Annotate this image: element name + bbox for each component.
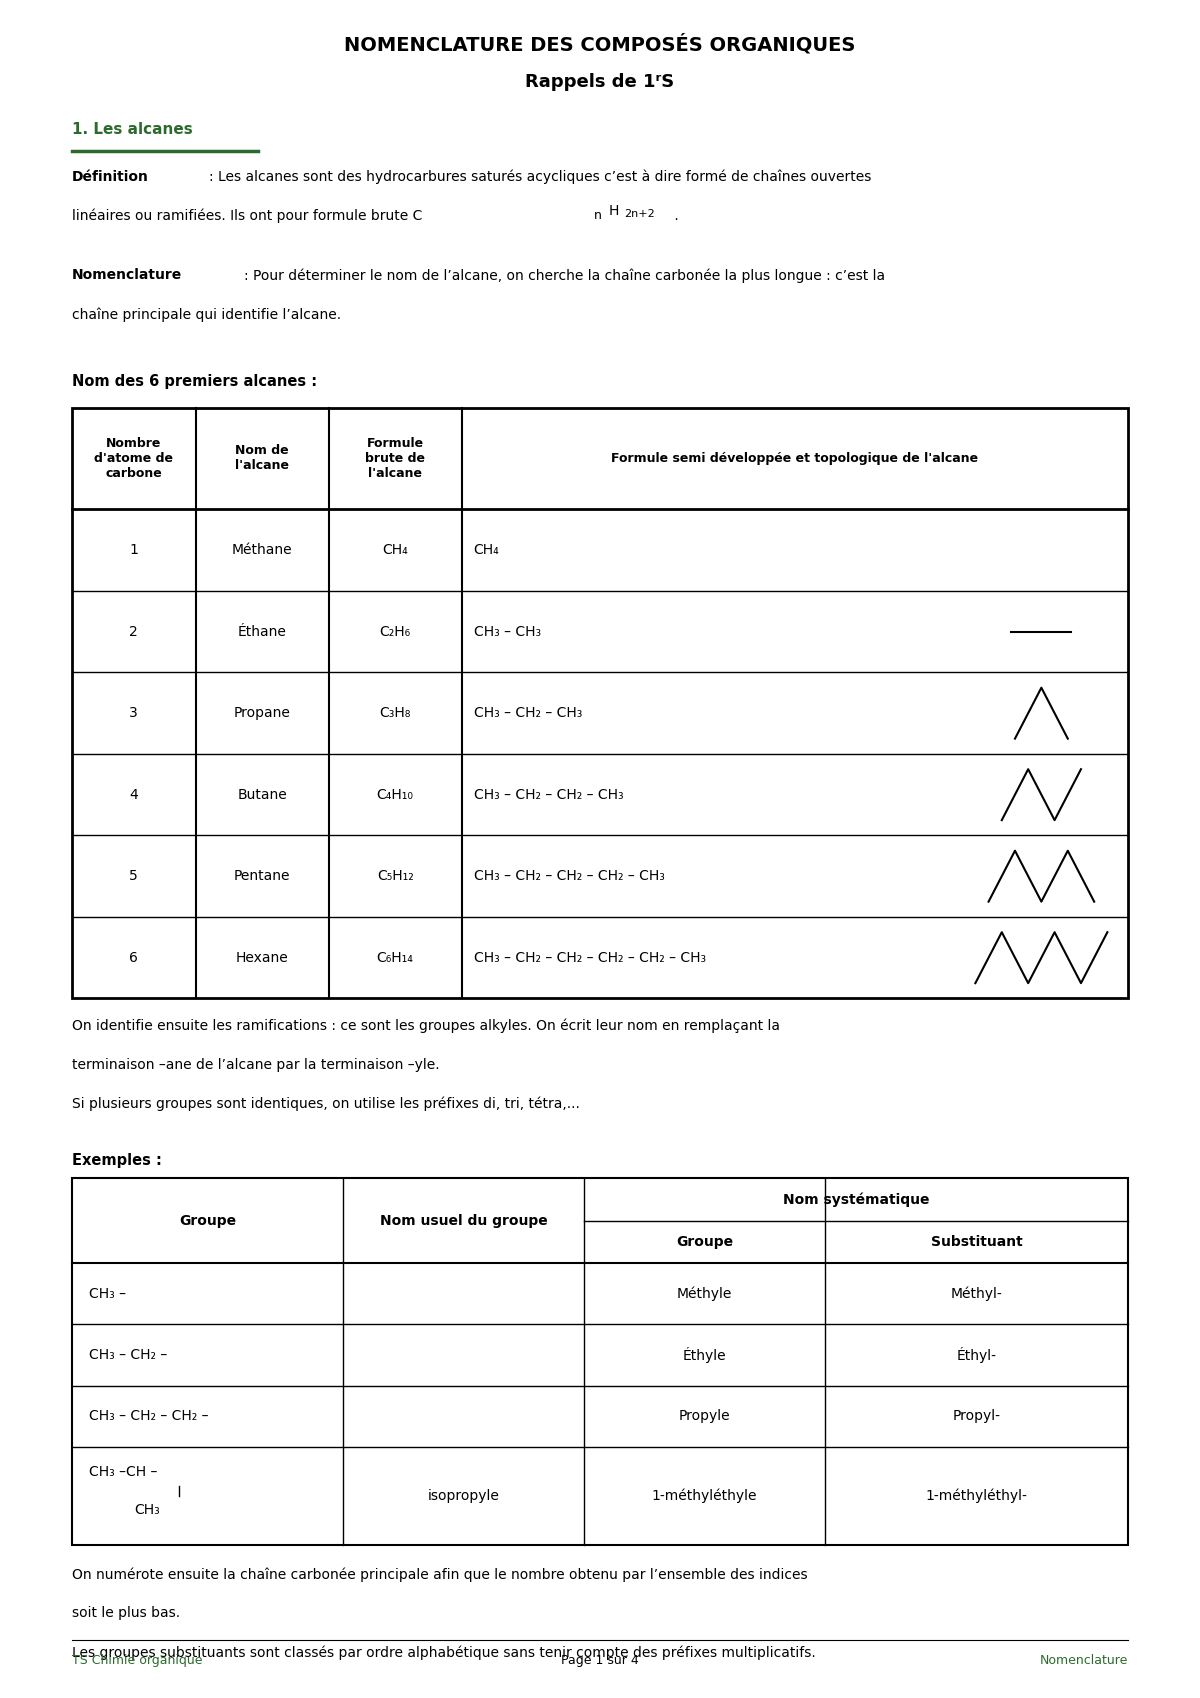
Text: terminaison –ane de l’alcane par la terminaison –yle.: terminaison –ane de l’alcane par la term… (72, 1058, 439, 1071)
Text: Groupe: Groupe (676, 1234, 733, 1250)
Text: Méthyl-: Méthyl- (950, 1287, 1002, 1301)
Text: C₂H₆: C₂H₆ (379, 625, 410, 638)
Text: Hexane: Hexane (235, 951, 288, 964)
Text: Propane: Propane (234, 706, 290, 720)
Text: 5: 5 (130, 869, 138, 883)
Text: CH₄: CH₄ (383, 543, 408, 557)
Text: 6: 6 (130, 951, 138, 964)
Text: On numérote ensuite la chaîne carbonée principale afin que le nombre obtenu par : On numérote ensuite la chaîne carbonée p… (72, 1567, 808, 1583)
Text: CH₃ – CH₂ – CH₂ – CH₂ – CH₃: CH₃ – CH₂ – CH₂ – CH₂ – CH₃ (474, 869, 665, 883)
Text: chaîne principale qui identifie l’alcane.: chaîne principale qui identifie l’alcane… (72, 307, 341, 323)
Text: soit le plus bas.: soit le plus bas. (72, 1606, 180, 1620)
Text: Pentane: Pentane (234, 869, 290, 883)
Text: 2n+2: 2n+2 (624, 209, 655, 219)
Bar (72, 408, 1128, 998)
Text: CH₃: CH₃ (134, 1503, 160, 1516)
Text: Groupe: Groupe (179, 1214, 236, 1228)
Text: Nom systématique: Nom systématique (782, 1192, 929, 1207)
Text: Substituant: Substituant (930, 1234, 1022, 1250)
Text: CH₃ – CH₂ – CH₃: CH₃ – CH₂ – CH₃ (474, 706, 582, 720)
Text: CH₃ – CH₂ – CH₂ – CH₃: CH₃ – CH₂ – CH₂ – CH₃ (474, 788, 623, 801)
Text: 3: 3 (130, 706, 138, 720)
Text: H: H (608, 204, 619, 217)
Bar (72, 1178, 1128, 1545)
Text: C₅H₁₂: C₅H₁₂ (377, 869, 414, 883)
Text: n: n (594, 209, 602, 222)
Text: 1: 1 (130, 543, 138, 557)
Text: NOMENCLATURE DES COMPOSÉS ORGANIQUES: NOMENCLATURE DES COMPOSÉS ORGANIQUES (344, 34, 856, 54)
Text: Nom de
l'alcane: Nom de l'alcane (235, 445, 289, 472)
Text: Formule semi développée et topologique de l'alcane: Formule semi développée et topologique d… (611, 452, 978, 465)
Text: Butane: Butane (238, 788, 287, 801)
Text: Page 1 sur 4: Page 1 sur 4 (562, 1654, 638, 1667)
Text: linéaires ou ramifiées. Ils ont pour formule brute C: linéaires ou ramifiées. Ils ont pour for… (72, 209, 422, 224)
Text: CH₃ – CH₂ –: CH₃ – CH₂ – (89, 1348, 167, 1362)
Text: Nom usuel du groupe: Nom usuel du groupe (380, 1214, 547, 1228)
Text: .: . (670, 209, 678, 222)
Text: Propyl-: Propyl- (953, 1409, 1001, 1423)
Text: : Pour déterminer le nom de l’alcane, on cherche la chaîne carbonée la plus long: : Pour déterminer le nom de l’alcane, on… (244, 268, 884, 284)
Text: 2: 2 (130, 625, 138, 638)
Text: Rappels de 1ʳS: Rappels de 1ʳS (526, 73, 674, 92)
Text: CH₃ – CH₂ – CH₂ – CH₂ – CH₂ – CH₃: CH₃ – CH₂ – CH₂ – CH₂ – CH₂ – CH₃ (474, 951, 706, 964)
Text: Nomenclature: Nomenclature (1039, 1654, 1128, 1667)
Text: On identifie ensuite les ramifications : ce sont les groupes alkyles. On écrit l: On identifie ensuite les ramifications :… (72, 1019, 780, 1034)
Text: Méthane: Méthane (232, 543, 293, 557)
Text: C₆H₁₄: C₆H₁₄ (377, 951, 414, 964)
Text: Formule
brute de
l'alcane: Formule brute de l'alcane (365, 436, 425, 481)
Text: Propyle: Propyle (679, 1409, 731, 1423)
Text: Éthane: Éthane (238, 625, 287, 638)
Text: Nom des 6 premiers alcanes :: Nom des 6 premiers alcanes : (72, 374, 317, 389)
Text: 1. Les alcanes: 1. Les alcanes (72, 122, 193, 138)
Text: CH₃ – CH₃: CH₃ – CH₃ (474, 625, 541, 638)
Text: Si plusieurs groupes sont identiques, on utilise les préfixes di, tri, tétra,...: Si plusieurs groupes sont identiques, on… (72, 1097, 580, 1112)
Text: CH₃ –CH –: CH₃ –CH – (89, 1465, 157, 1479)
Text: Nombre
d'atome de
carbone: Nombre d'atome de carbone (95, 436, 173, 481)
Text: CH₃ – CH₂ – CH₂ –: CH₃ – CH₂ – CH₂ – (89, 1409, 209, 1423)
Text: Méthyle: Méthyle (677, 1287, 732, 1301)
Text: Nomenclature: Nomenclature (72, 268, 182, 282)
Text: CH₃ –: CH₃ – (89, 1287, 126, 1301)
Text: 1-méthyléthyle: 1-méthyléthyle (652, 1489, 757, 1503)
Text: TS Chimie organique: TS Chimie organique (72, 1654, 203, 1667)
Text: C₃H₈: C₃H₈ (379, 706, 410, 720)
Text: : Les alcanes sont des hydrocarbures saturés acycliques c’est à dire formé de ch: : Les alcanes sont des hydrocarbures sat… (209, 170, 871, 185)
Text: Exemples :: Exemples : (72, 1153, 162, 1168)
Text: CH₄: CH₄ (474, 543, 499, 557)
Text: Éthyl-: Éthyl- (956, 1347, 996, 1363)
Text: Les groupes substituants sont classés par ordre alphabétique sans tenir compte d: Les groupes substituants sont classés pa… (72, 1645, 816, 1661)
Text: 1-méthyléthyl-: 1-méthyléthyl- (925, 1489, 1027, 1503)
Text: 4: 4 (130, 788, 138, 801)
Text: Éthyle: Éthyle (683, 1347, 726, 1363)
Text: Définition: Définition (72, 170, 149, 183)
Text: isopropyle: isopropyle (428, 1489, 499, 1503)
Text: C₄H₁₀: C₄H₁₀ (377, 788, 414, 801)
